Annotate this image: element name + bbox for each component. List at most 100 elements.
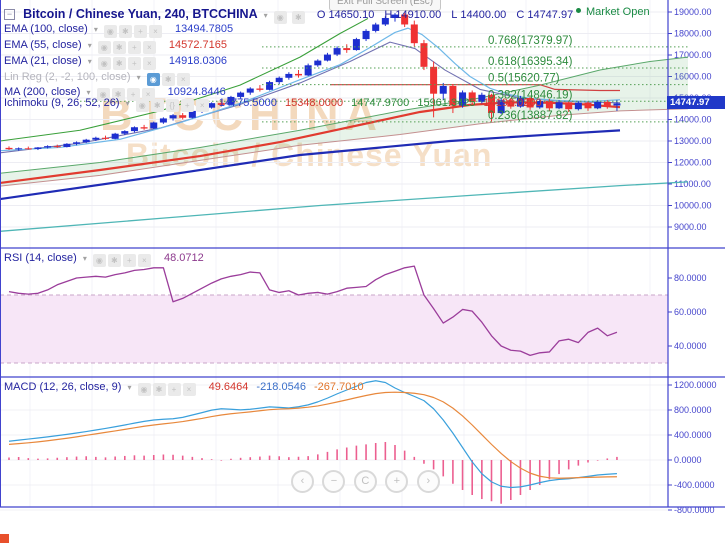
eye-icon[interactable]: ◉ [92,254,106,267]
indicator-label: EMA (55, close) [4,39,82,51]
zoom-in-button[interactable]: + [385,470,409,493]
collapse-icon[interactable]: − [4,9,15,20]
close-icon[interactable]: × [176,73,190,86]
candle-body [169,115,177,119]
symbol-title[interactable]: Bitcoin / Chinese Yuan, 240, BTCCHINA [23,7,258,21]
eye-icon[interactable]: ◉ [135,99,149,112]
macd-signal-line [8,391,617,479]
price-axis-label: 14000.00 [674,115,712,125]
plus-icon[interactable]: + [127,57,141,70]
eye-icon[interactable]: ◉ [103,25,117,38]
candle-body [420,43,428,67]
gear-icon[interactable]: ✱ [291,11,305,24]
chevron-down-icon[interactable]: ▾ [93,25,98,34]
rsi-axis-label: 80.0000 [674,273,707,283]
candle-body [497,100,505,114]
legend-row-macd: MACD (12, 26, close, 9) ▾ ◉ ✱ + × 49.6464 -… [4,381,364,396]
scroll-left-button[interactable]: ‹ [291,470,314,493]
candle-body [536,101,544,108]
gear-icon[interactable]: ✱ [112,57,126,70]
chevron-down-icon[interactable]: ▾ [82,254,87,263]
ichimoku-chikou-line [0,17,369,142]
close-icon[interactable]: × [142,57,156,70]
macd-line [8,380,617,489]
ohlc-high-label: H [384,9,393,21]
eye-icon[interactable]: ◉ [97,57,111,70]
chevron-down-icon[interactable]: ▾ [136,73,141,82]
gear-icon[interactable]: ✱ [150,99,164,112]
indicator-value: 49.6464 [208,381,249,393]
gear-icon[interactable]: ✱ [107,254,121,267]
macd-axis-label: 1200.0000 [674,380,717,390]
eye-icon[interactable]: ◉ [273,11,287,24]
indicator-value: 14196.0200 [483,97,542,109]
scroll-right-button[interactable]: › [416,470,440,493]
market-open-dot [576,8,581,13]
price-axis-label: 10000.00 [674,201,712,211]
chevron-down-icon[interactable]: ▾ [87,57,92,66]
indicator-value: 13494.7805 [174,23,234,35]
candle-body [574,102,582,110]
eye-icon[interactable]: ◉ [146,73,160,86]
chart-header: − Bitcoin / Chinese Yuan, 240, BTCCHINA … [4,7,574,24]
close-icon[interactable]: × [141,88,155,101]
candle-body [565,102,573,110]
candle-body [130,127,138,132]
price-axis-label: 16000.00 [674,72,712,82]
gear-icon[interactable]: ✱ [161,73,175,86]
candle-body [188,110,196,118]
chevron-down-icon[interactable]: ▾ [127,383,132,392]
ichimoku-cloud [0,57,688,187]
ohlc-low-value: 14400.00 [460,9,507,21]
eye-icon[interactable]: ◉ [96,88,110,101]
gear-icon[interactable]: ✱ [111,88,125,101]
chevron-down-icon[interactable]: ▾ [86,88,91,97]
plus-icon[interactable]: + [126,88,140,101]
candle-body [372,24,380,31]
gear-icon[interactable]: ✱ [112,41,126,54]
candle-body [488,94,495,114]
close-icon[interactable]: × [142,41,156,54]
legend-row-linreg: Lin Reg (2, -2, 100, close) ▾ ◉ ✱ × [4,71,192,86]
candle-body [594,101,602,109]
legend-row-ma200: MA (200, close) ▾ ◉ ✱ + × 10924.8446 [4,86,226,101]
plus-icon[interactable]: + [133,25,147,38]
close-icon[interactable]: × [148,25,162,38]
ohlc-close-value: 14747.97 [527,9,574,21]
rsi-axis-label: 60.0000 [674,307,707,317]
plus-icon[interactable]: + [167,383,181,396]
ohlc-low-label: L [451,9,458,21]
market-status-text: Market Open [586,6,650,18]
indicator-value: 48.0712 [163,252,204,264]
close-icon[interactable]: × [137,254,151,267]
price-axis-label: 12000.00 [674,158,712,168]
ichimoku-senkou-b [0,108,689,187]
close-icon[interactable]: × [195,99,209,112]
plus-icon[interactable]: + [127,41,141,54]
zoom-out-button[interactable]: − [322,470,346,493]
plus-icon[interactable]: + [122,254,136,267]
candle-body [92,137,100,140]
eye-icon[interactable]: ◉ [97,41,111,54]
plus-icon[interactable]: + [180,99,194,112]
braces-icon[interactable]: {} [165,99,179,112]
legend-row-ema55: EMA (55, close) ▾ ◉ ✱ + × 14572.7165 [4,39,227,54]
chevron-down-icon[interactable]: ▾ [87,41,92,50]
candle-body [459,92,467,106]
chevron-down-icon[interactable]: ▾ [125,99,130,108]
candle-body [507,100,515,107]
candle-body [140,127,148,129]
gear-icon[interactable]: ✱ [118,25,132,38]
candle-body [391,14,399,19]
candle-body [603,101,611,107]
indicator-label: MACD (12, 26, close, 9) [4,381,122,393]
indicator-label: RSI (14, close) [4,252,77,264]
gear-icon[interactable]: ✱ [152,383,166,396]
close-icon[interactable]: × [182,383,196,396]
chart-nav-controls: ‹ − C + › [291,470,444,493]
reset-view-button[interactable]: C [353,470,377,493]
eye-icon[interactable]: ◉ [137,383,151,396]
ohlc-close-label: C [516,9,525,21]
chevron-down-icon[interactable]: ▾ [263,11,268,20]
candle-body [53,146,61,148]
